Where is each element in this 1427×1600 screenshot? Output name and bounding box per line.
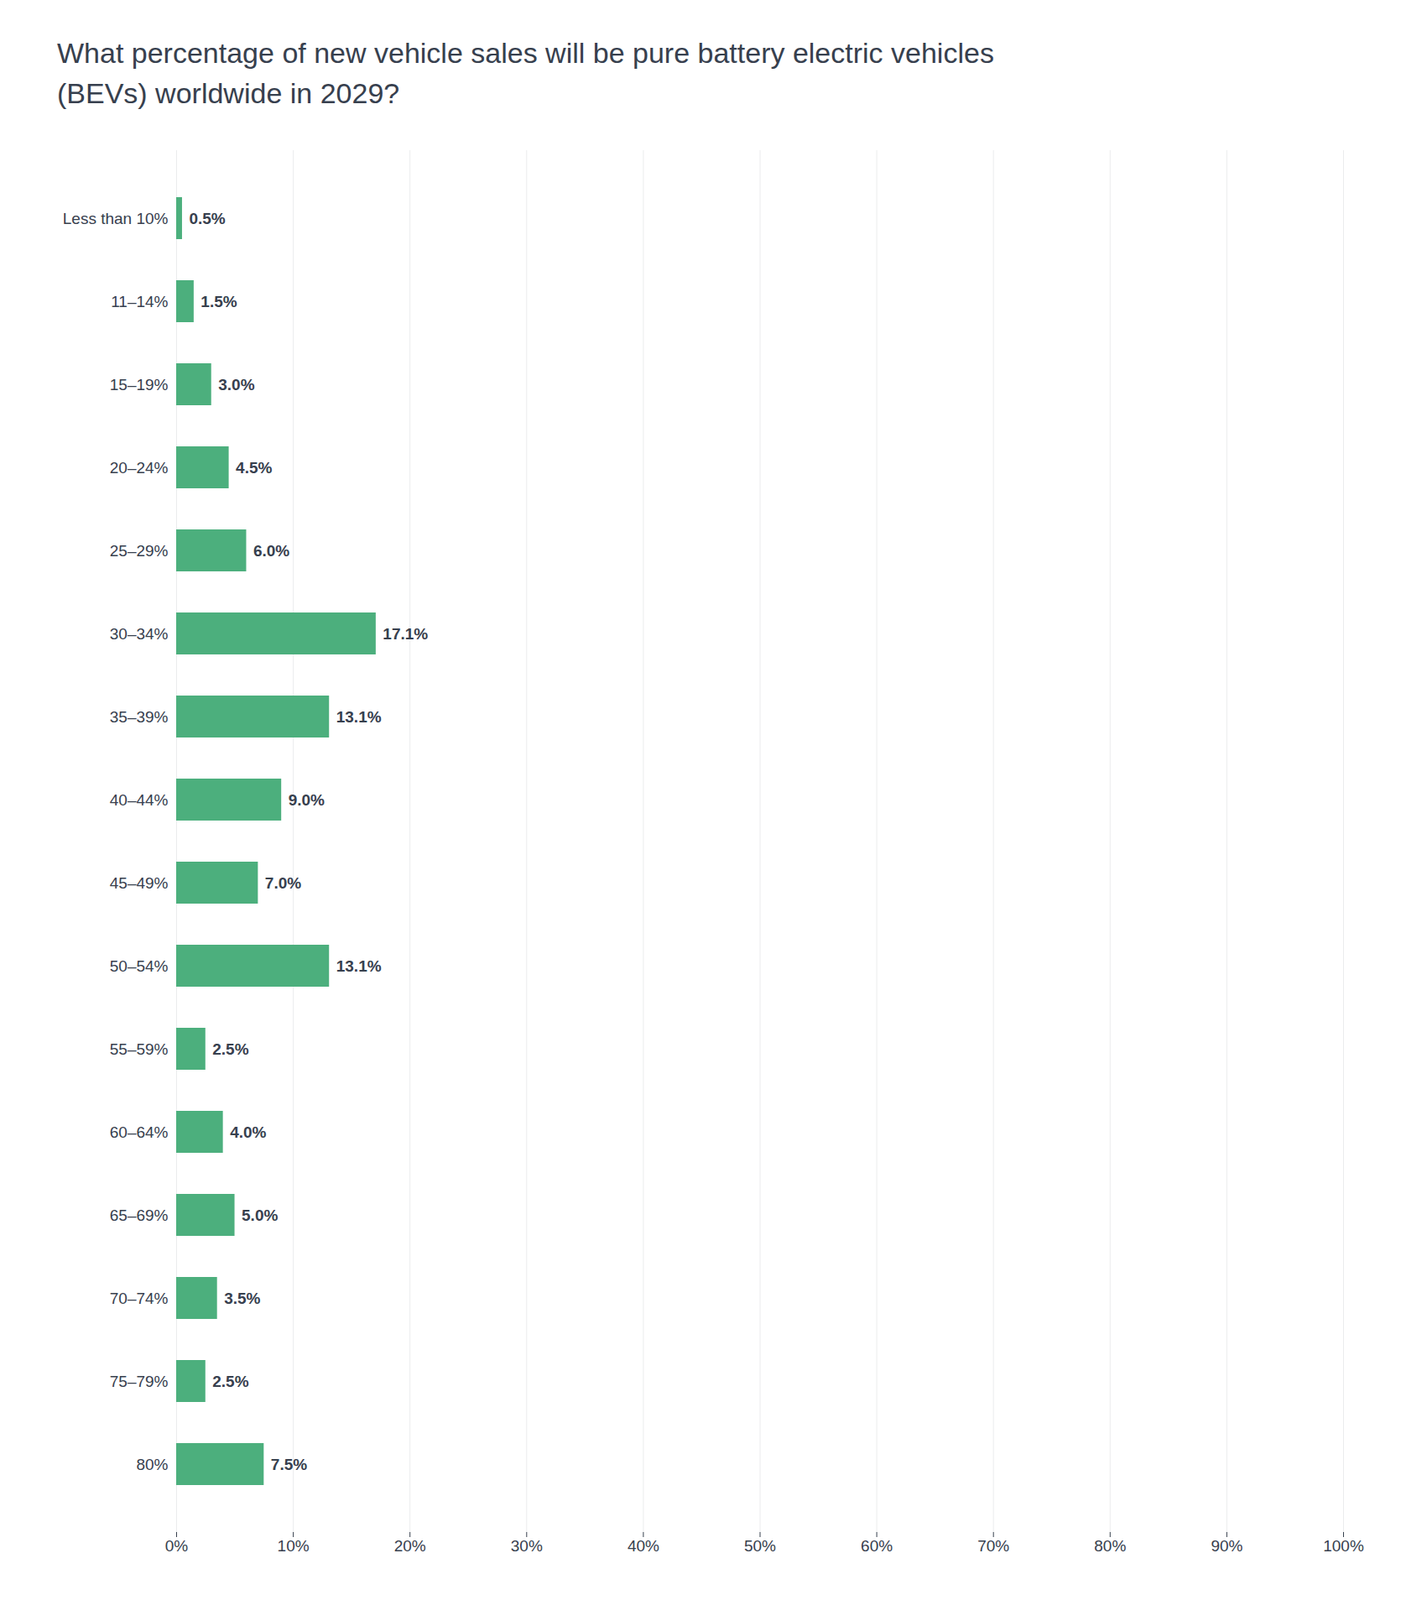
svg-text:5.0%: 5.0% (241, 1206, 278, 1224)
svg-text:90%: 90% (1210, 1536, 1243, 1555)
svg-text:13.1%: 13.1% (336, 708, 382, 726)
svg-text:40–44%: 40–44% (109, 791, 169, 809)
svg-text:10%: 10% (277, 1536, 310, 1555)
svg-text:60–64%: 60–64% (109, 1123, 169, 1141)
svg-text:75–79%: 75–79% (109, 1372, 169, 1391)
svg-text:Less than 10%: Less than 10% (62, 209, 169, 228)
svg-text:70%: 70% (977, 1536, 1010, 1555)
svg-text:45–49%: 45–49% (109, 874, 169, 892)
svg-text:9.0%: 9.0% (288, 791, 325, 809)
svg-text:20%: 20% (394, 1536, 427, 1555)
svg-text:13.1%: 13.1% (336, 957, 382, 975)
svg-text:4.5%: 4.5% (235, 458, 272, 477)
svg-text:50%: 50% (744, 1536, 776, 1555)
html-text:What percentage of new vehicle: What percentage of new vehicle sales wil… (57, 36, 995, 69)
svg-text:55–59%: 55–59% (109, 1040, 169, 1058)
svg-text:7.5%: 7.5% (270, 1455, 308, 1474)
svg-text:2.5%: 2.5% (212, 1040, 249, 1058)
svg-text:3.5%: 3.5% (223, 1289, 261, 1308)
svg-text:15–19%: 15–19% (109, 375, 169, 394)
html-text:(BEVs) worldwide in 2029?: (BEVs) worldwide in 2029? (57, 76, 400, 109)
svg-text:80%: 80% (135, 1455, 168, 1474)
svg-text:50–54%: 50–54% (109, 957, 169, 975)
svg-text:70–74%: 70–74% (109, 1289, 169, 1308)
svg-text:0%: 0% (165, 1536, 189, 1555)
svg-text:6.0%: 6.0% (253, 541, 290, 560)
svg-text:25–29%: 25–29% (109, 541, 169, 560)
svg-text:3.0%: 3.0% (218, 375, 255, 394)
svg-text:1.5%: 1.5% (200, 292, 237, 311)
svg-text:65–69%: 65–69% (109, 1206, 169, 1224)
svg-text:80%: 80% (1093, 1536, 1126, 1555)
svg-text:0.5%: 0.5% (188, 209, 225, 228)
svg-text:100%: 100% (1322, 1536, 1365, 1555)
svg-text:30%: 30% (510, 1536, 543, 1555)
svg-text:30–34%: 30–34% (109, 624, 169, 643)
svg-text:17.1%: 17.1% (382, 624, 428, 643)
svg-text:2.5%: 2.5% (212, 1372, 249, 1391)
svg-text:11–14%: 11–14% (110, 292, 168, 311)
svg-text:7.0%: 7.0% (265, 874, 302, 892)
svg-text:40%: 40% (627, 1536, 660, 1555)
svg-text:60%: 60% (860, 1536, 893, 1555)
svg-text:35–39%: 35–39% (109, 708, 169, 726)
svg-text:4.0%: 4.0% (229, 1123, 266, 1141)
svg-text:20–24%: 20–24% (109, 458, 169, 477)
